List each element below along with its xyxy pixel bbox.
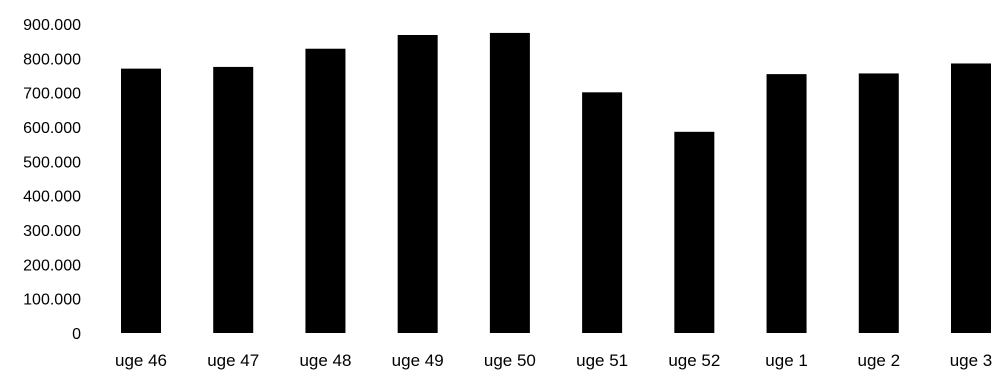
y-tick-label: 900.000 [23,17,81,34]
y-tick-label: 300.000 [23,223,81,240]
bar [305,48,346,333]
bar [213,66,254,334]
y-tick-label: 100.000 [23,292,81,309]
bars [121,32,991,334]
y-tick-label: 500.000 [23,154,81,171]
x-tick-label: uge 3 [950,351,993,370]
y-tick-label: 200.000 [23,257,81,274]
bar [858,73,899,333]
x-tick-label: uge 50 [484,351,536,370]
bar [674,131,715,333]
y-tick-label: 800.000 [23,51,81,68]
y-axis: 0 100.000 200.000 300.000 400.000 500.000 600.… [23,17,81,343]
x-tick-label: uge 47 [207,351,259,370]
bar [489,32,530,333]
bar [766,74,807,334]
x-tick-label: uge 1 [765,351,808,370]
y-tick-label: 700.000 [23,86,81,103]
x-tick-label: uge 2 [858,351,901,370]
bar [582,92,623,333]
x-tick-label: uge 49 [392,351,444,370]
y-tick-label: 0 [72,326,81,343]
x-tick-label: uge 52 [668,351,720,370]
bar [951,63,991,333]
bar [121,68,161,333]
y-tick-label: 400.000 [23,189,81,206]
bar [397,34,438,334]
x-tick-label: uge 48 [299,351,351,370]
x-tick-label: uge 46 [115,351,167,370]
y-tick-label: 600.000 [23,120,81,137]
x-tick-label: uge 51 [576,351,628,370]
x-axis: uge 46 uge 47 uge 48 uge 49 uge 50 uge 51 uge … [115,351,992,370]
